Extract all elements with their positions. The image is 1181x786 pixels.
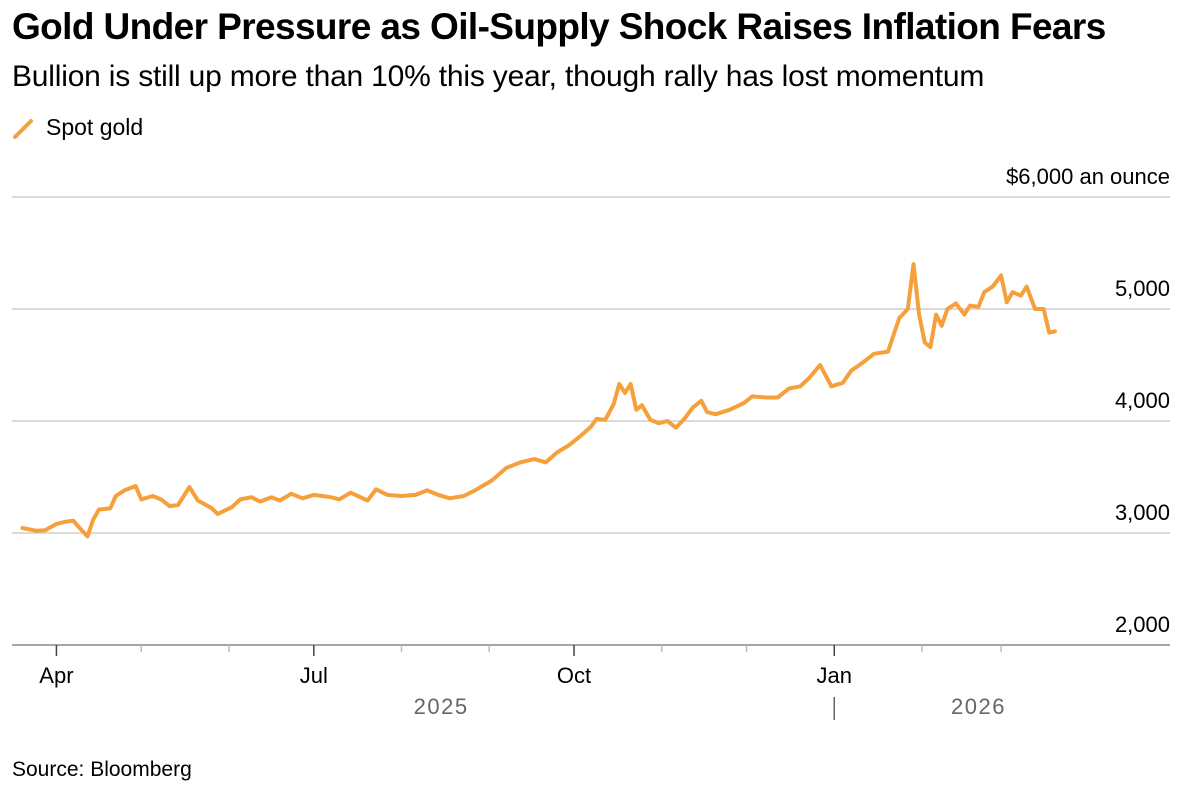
source-note: Source: Bloomberg — [12, 758, 192, 781]
y-tick-label: 5,000 — [1115, 276, 1170, 301]
y-axis-labels: 2,000 3,000 4,000 5,000 $6,000 an ounce — [1006, 164, 1170, 637]
x-tick-label: Apr — [39, 663, 73, 688]
year-label: 2026 — [951, 694, 1006, 719]
y-tick-label: $6,000 an ounce — [1006, 164, 1170, 189]
x-axis-labels: Apr Jul Oct Jan — [39, 663, 852, 688]
year-label: 2025 — [414, 694, 469, 719]
chart-title: Gold Under Pressure as Oil-Supply Shock … — [12, 6, 1106, 47]
x-tick-label: Jul — [300, 663, 328, 688]
series-line-spot-gold — [20, 262, 1057, 539]
x-tick-label: Oct — [557, 663, 591, 688]
chart-subtitle: Bullion is still up more than 10% this y… — [12, 60, 985, 93]
year-labels: 2025 2026 — [414, 694, 1006, 720]
x-axis-ticks — [55, 645, 1002, 656]
legend: Spot gold — [12, 114, 143, 141]
x-tick-label: Jan — [817, 663, 852, 688]
y-tick-label: 2,000 — [1115, 612, 1170, 637]
legend-swatch-icon — [13, 118, 33, 139]
gridlines — [12, 196, 1170, 534]
legend-label: Spot gold — [46, 114, 144, 140]
y-tick-label: 3,000 — [1115, 500, 1170, 525]
y-tick-label: 4,000 — [1115, 388, 1170, 413]
